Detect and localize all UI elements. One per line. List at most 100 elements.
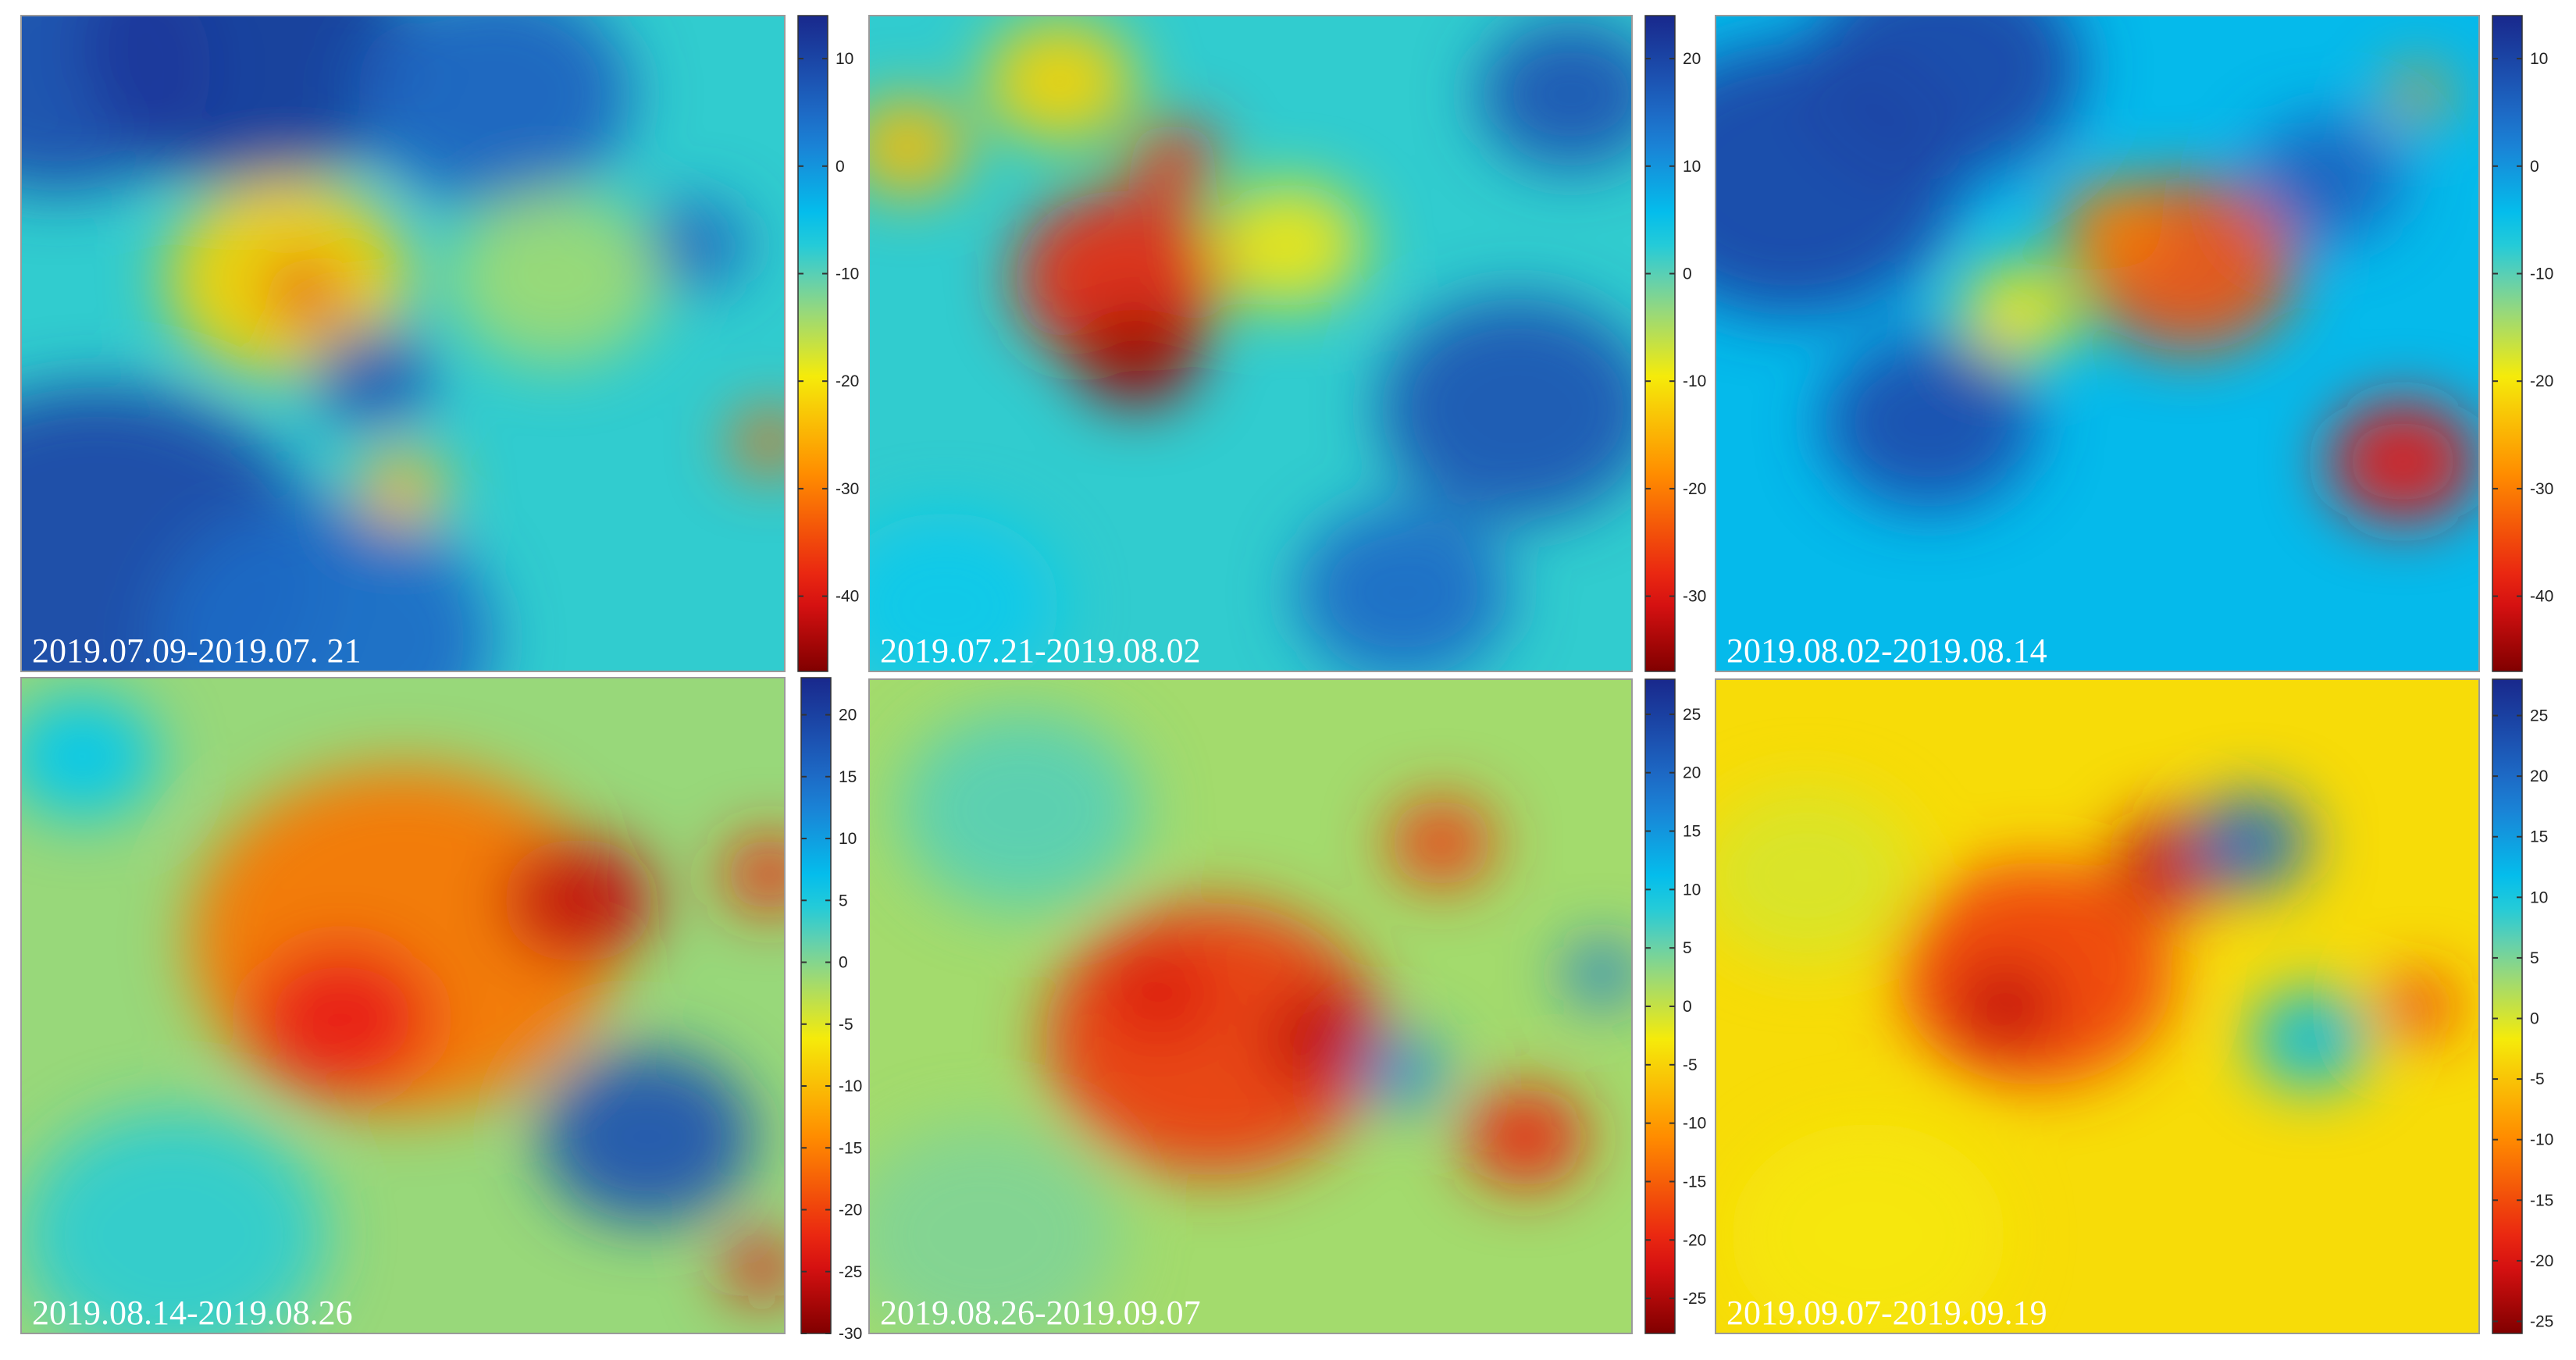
heatmap-6 xyxy=(1716,679,2479,1333)
heatmap-feature-3 xyxy=(1105,949,1213,1037)
heatmap-feature-8 xyxy=(1959,261,2083,361)
heatmap-feature-6 xyxy=(1479,20,1632,169)
heatmap-features xyxy=(869,19,1632,671)
colorbar-tick-label: -15 xyxy=(839,1139,862,1157)
heatmap-feature-7 xyxy=(1822,335,2036,510)
colorbar-tick-label: -10 xyxy=(1683,1115,1706,1133)
colorbar-tick-label: 20 xyxy=(1683,764,1701,782)
colorbar-tick-label: -20 xyxy=(836,372,859,390)
heatmap-features xyxy=(21,694,785,1333)
colorbar-tick-label: 0 xyxy=(1683,265,1692,283)
colorbar-tick-label: 10 xyxy=(2530,888,2548,906)
heatmap-feature-4 xyxy=(2059,181,2167,269)
heatmap-features xyxy=(21,16,785,671)
panel-title: 2019.08.14-2019.08.26 xyxy=(32,1294,353,1332)
colorbar-tick-label: 10 xyxy=(2530,50,2548,68)
colorbar-tick-label: 0 xyxy=(2530,1010,2539,1028)
heatmap-feature-6 xyxy=(1357,1034,1449,1109)
colorbar-tick-label: -30 xyxy=(1683,588,1706,606)
colorbar xyxy=(801,678,831,1333)
map-frame xyxy=(20,15,786,672)
colorbar-tick-label: 20 xyxy=(839,707,857,725)
colorbar-tick-label: 10 xyxy=(1683,881,1701,899)
heatmap-feature-4 xyxy=(2189,792,2311,893)
panel-title: 2019.09.07-2019.09.19 xyxy=(1726,1294,2047,1332)
panel-5: 2019.08.26-2019.09.07 25 20 15 10 5 0 -5 -10 -15 -… xyxy=(868,678,1706,1334)
colorbar-tick-label: 15 xyxy=(2530,828,2548,846)
colorbar-frame xyxy=(797,15,828,672)
colorbar-frame xyxy=(2492,678,2523,1334)
colorbar-tick-label: 5 xyxy=(2530,949,2539,967)
colorbar-tick-label: -5 xyxy=(1683,1056,1698,1074)
map-frame xyxy=(868,678,1633,1334)
colorbar-tick-label: -20 xyxy=(839,1202,862,1219)
heatmap-feature-9 xyxy=(869,1123,1121,1333)
heatmap-feature-10 xyxy=(731,411,785,473)
heatmap-feature-2 xyxy=(1807,16,2083,180)
panel-3: 2019.08.02-2019.08.14 10 0 -10 -20 -30 -40 xyxy=(1715,15,2553,672)
heatmap-features xyxy=(1716,16,2479,524)
colorbar-tick-label: -10 xyxy=(2530,265,2553,283)
colorbar-tick-label: -15 xyxy=(1683,1173,1706,1191)
heatmap-feature-5 xyxy=(1464,1087,1587,1187)
panel-2: 2019.07.21-2019.08.02 20 10 0 -10 -20 -30 xyxy=(868,15,1706,672)
heatmap-feature-5 xyxy=(2326,399,2479,524)
heatmap-feature-6 xyxy=(2379,975,2457,1038)
heatmap-4 xyxy=(21,678,785,1333)
heatmap-feature-9 xyxy=(2250,117,2403,242)
colorbar xyxy=(2492,679,2522,1333)
heatmap-feature-7 xyxy=(723,1237,785,1299)
heatmap-features xyxy=(1716,788,2457,1333)
colorbar-tick-label: 0 xyxy=(1683,998,1692,1016)
colorbar-tick-label: -30 xyxy=(2530,480,2553,498)
heatmap-feature-9 xyxy=(869,512,1060,671)
colorbar-tick-label: -10 xyxy=(836,265,859,283)
heatmap-feature-3 xyxy=(1128,122,1220,198)
heatmap-feature-3 xyxy=(502,838,655,963)
heatmap-feature-9 xyxy=(640,201,747,289)
colorbar-tick-label: -20 xyxy=(1683,480,1706,498)
heatmap-feature-6 xyxy=(2387,69,2449,119)
panel-6: 2019.09.07-2019.09.19 25 20 15 10 5 0 -5 -10 -15 -… xyxy=(1715,678,2553,1334)
heatmap-feature-7 xyxy=(1563,942,1632,1005)
heatmap-feature-5 xyxy=(1380,297,1632,522)
heatmap-feature-7 xyxy=(1296,505,1510,671)
heatmap-feature-7 xyxy=(265,259,342,322)
colorbar-frame xyxy=(800,677,832,1334)
heatmap-feature-8 xyxy=(900,710,1144,910)
heatmap-feature-7 xyxy=(1716,788,1915,963)
panel-4: 2019.08.14-2019.08.26 20 15 10 5 0 -5 -10 -15 -20… xyxy=(20,677,862,1343)
heatmap-feature-5 xyxy=(21,694,159,819)
colorbar-tick-label: -30 xyxy=(839,1325,862,1343)
colorbar-tick-label: 5 xyxy=(839,892,848,910)
heatmap-5 xyxy=(869,679,1632,1333)
map-frame xyxy=(20,677,786,1334)
colorbar-tick-label: -20 xyxy=(1683,1231,1706,1249)
heatmap-feature-4 xyxy=(540,1049,754,1224)
colorbar-tick-label: -10 xyxy=(839,1077,862,1095)
heatmap-feature-8 xyxy=(1730,1123,2006,1333)
heatmap-feature-2 xyxy=(1266,989,1388,1089)
colorbar xyxy=(798,16,828,671)
heatmap-feature-2 xyxy=(82,16,419,186)
heatmap-2 xyxy=(869,16,1632,671)
colorbar-tick-label: 10 xyxy=(836,50,853,68)
panel-title: 2019.07.09-2019.07. 21 xyxy=(32,632,362,670)
colorbar-tick-label: -10 xyxy=(1683,372,1706,390)
heatmap-feature-10 xyxy=(869,97,968,197)
colorbar xyxy=(2492,16,2522,671)
colorbar-tick-label: -5 xyxy=(2530,1070,2545,1088)
panel-title: 2019.08.26-2019.09.07 xyxy=(880,1294,1201,1332)
heatmap-features xyxy=(869,710,1632,1333)
heatmap-feature-2 xyxy=(1074,306,1198,407)
heatmap-feature-2 xyxy=(1952,963,2060,1050)
heatmap-feature-4 xyxy=(983,19,1136,144)
colorbar-tick-label: 25 xyxy=(1683,706,1701,724)
colorbar-tick-label: -15 xyxy=(2530,1191,2553,1209)
panel-title: 2019.08.02-2019.08.14 xyxy=(1726,632,2047,670)
heatmap-feature-4 xyxy=(1388,799,1495,887)
colorbar-tick-label: 15 xyxy=(839,768,857,786)
colorbar-tick-label: 0 xyxy=(2530,158,2539,176)
heatmap-feature-5 xyxy=(2250,989,2373,1089)
